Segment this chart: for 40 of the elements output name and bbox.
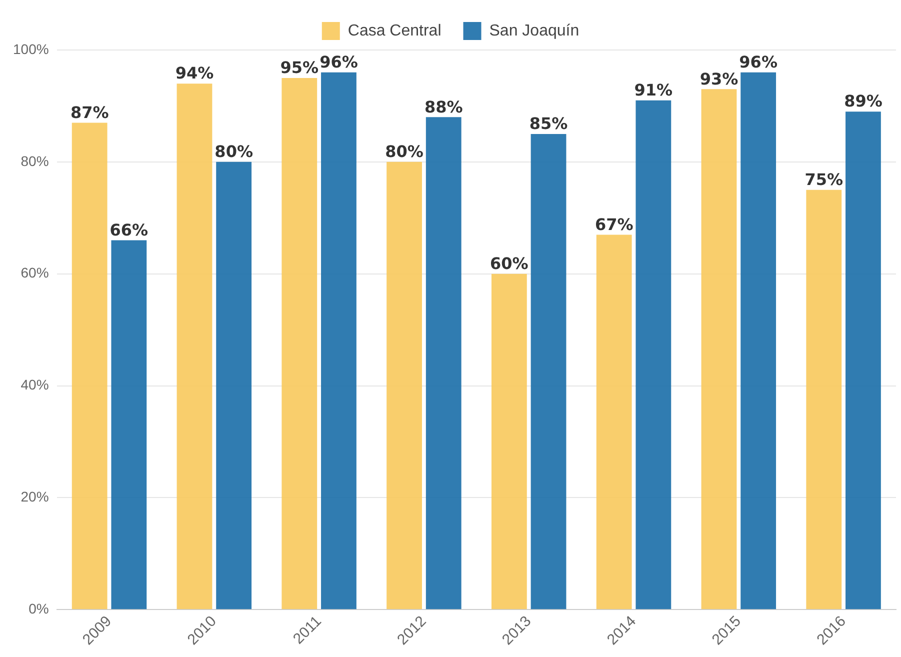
bar [491,274,527,610]
bar [530,134,566,610]
y-tick-label: 0% [28,600,49,617]
bar [386,162,422,610]
data-label: 96% [739,52,778,72]
data-label: 66% [110,220,148,240]
data-label: 80% [385,142,424,162]
bar [216,162,252,610]
data-label: 94% [175,64,214,83]
data-label: 85% [529,114,568,134]
bar [176,84,212,610]
y-tick-label: 60% [20,264,49,281]
data-label: 67% [594,214,634,234]
data-label: 80% [214,142,253,162]
bar [282,78,318,610]
data-label: 89% [844,92,882,111]
y-tick-label: 40% [20,376,49,393]
data-label: 75% [804,170,844,190]
bar [846,112,881,610]
data-label: 87% [70,102,109,122]
data-label: 60% [490,254,528,274]
bar [321,72,356,610]
bar [426,117,462,610]
data-label: 88% [424,97,463,116]
bar [740,72,776,610]
bar [72,122,108,610]
legend-label: Casa Central [348,22,442,40]
bar [701,89,737,610]
y-tick-label: 80% [20,152,49,169]
bar [636,100,672,610]
y-tick-label: 20% [20,488,49,505]
bar [111,240,147,610]
data-label: 93% [700,69,738,88]
data-label: 91% [634,80,673,100]
bar [596,234,632,610]
y-tick-label: 100% [12,40,49,57]
data-label: 96% [320,52,358,72]
legend-label: San Joaquín [489,22,580,40]
bar [806,190,842,610]
data-label: 95% [280,58,319,78]
